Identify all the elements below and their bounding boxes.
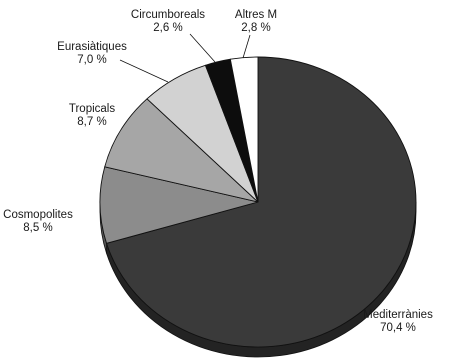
leader-line <box>242 34 251 59</box>
slice-label-value: 2,8 % <box>241 22 270 34</box>
slice-label-value: 7,0 % <box>77 54 106 66</box>
pie-slice-mediterrànies <box>106 56 417 348</box>
leader-line <box>119 59 169 83</box>
pie-slice-tropicals <box>104 98 259 203</box>
pie-slice-cosmopolites <box>99 166 259 244</box>
slice-label-value: 8,5 % <box>23 222 52 234</box>
pie-slice-altres m <box>229 56 259 203</box>
slice-label-value: 2,6 % <box>153 22 182 34</box>
slice-label-name: Tropicals <box>69 103 115 115</box>
slice-label-name: Eurasiàtiques <box>57 41 127 53</box>
leader-line <box>189 33 216 63</box>
slice-label-name: Cosmopolites <box>3 209 73 221</box>
slice-label-name: Circumboreals <box>131 9 205 21</box>
slice-label-value: 8,7 % <box>77 116 106 128</box>
slice-label-value: 70,4 % <box>380 322 416 334</box>
slice-label-name: Altres M <box>235 9 277 21</box>
slice-label-name: Mediterrànies <box>363 309 433 321</box>
